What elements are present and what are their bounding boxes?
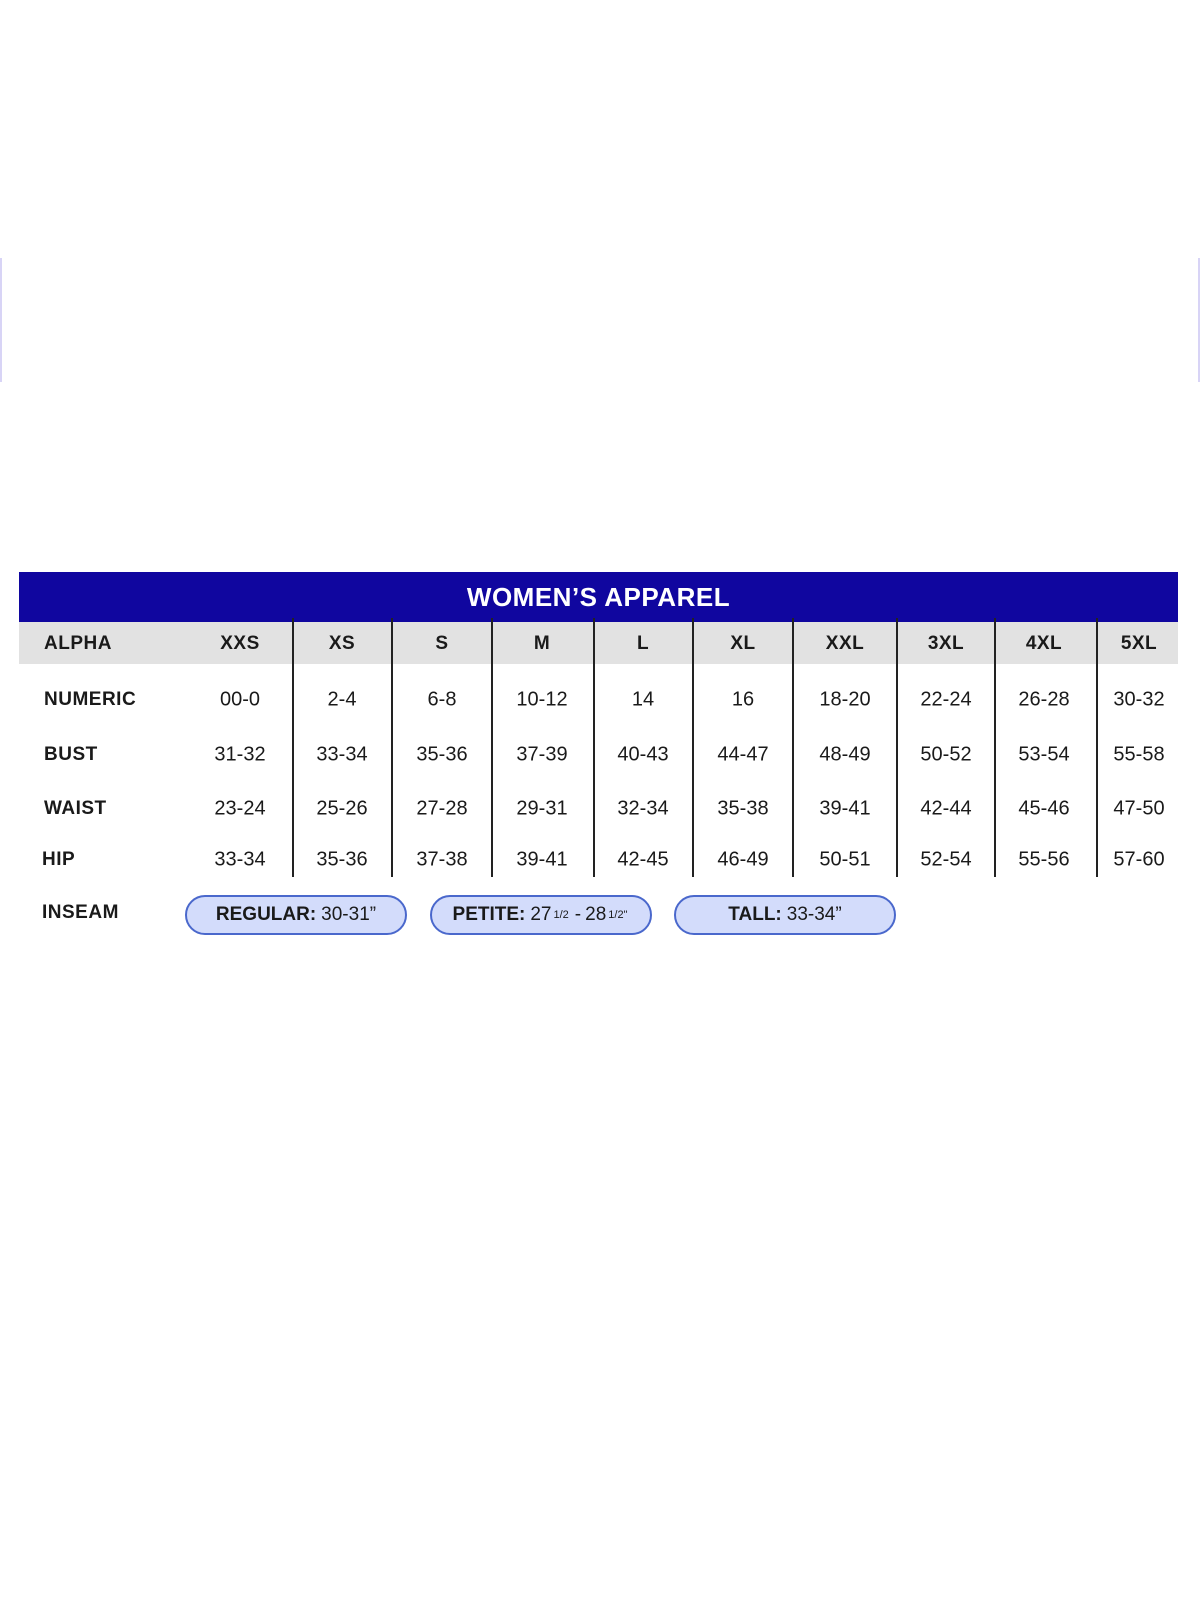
table-cell: 42-45 (617, 848, 669, 871)
regular-value: 30-31” (321, 904, 377, 925)
table-cell: 30-32 (1113, 688, 1165, 711)
tall-value: 33-34” (786, 904, 842, 925)
column-divider (292, 618, 294, 877)
column-divider (391, 618, 393, 877)
table-cell: 00-0 (219, 688, 261, 711)
table-cell: 55-56 (1018, 848, 1070, 871)
chart-title-banner: WOMEN’S APPAREL (19, 572, 1178, 622)
table-cell: 33-34 (316, 743, 368, 766)
regular-name: REGULAR: (215, 904, 317, 925)
table-cell: 42-44 (920, 797, 972, 820)
column-divider (792, 618, 794, 877)
column-divider (491, 618, 493, 877)
column-header: XS (328, 633, 356, 654)
table-cell: 35-38 (717, 797, 769, 820)
inseam-tall-pill: TALL: 33-34” (674, 895, 896, 935)
table-cell: 33-34 (214, 848, 266, 871)
table-cell: 31-32 (214, 743, 266, 766)
table-cell: 52-54 (920, 848, 972, 871)
petite-a-frac: 1/2 (553, 909, 569, 921)
header-row (19, 622, 1178, 664)
table-cell: 46-49 (717, 848, 769, 871)
table-cell: 26-28 (1018, 688, 1070, 711)
table-cell: 37-38 (416, 848, 468, 871)
table-cell: 35-36 (316, 848, 368, 871)
column-divider (593, 618, 595, 877)
table-cell: 22-24 (920, 688, 972, 711)
petite-b: 28 (585, 904, 607, 925)
table-cell: 39-41 (819, 797, 871, 820)
petite-a: 27 (530, 904, 552, 925)
inseam-label: INSEAM (42, 902, 119, 923)
column-divider (1096, 618, 1098, 877)
table-cell: 50-52 (920, 743, 972, 766)
column-header: M (533, 633, 551, 654)
column-header: XXL (825, 633, 865, 654)
table-cell: 18-20 (819, 688, 871, 711)
table-cell: 16 (731, 688, 755, 711)
column-divider (994, 618, 996, 877)
column-header: L (636, 633, 650, 654)
table-cell: 2-4 (327, 688, 357, 711)
table-cell: 10-12 (516, 688, 568, 711)
petite-sep: - (574, 904, 582, 925)
row-label: BUST (44, 744, 98, 765)
table-cell: 55-58 (1113, 743, 1165, 766)
row-label: HIP (42, 849, 76, 870)
tall-name: TALL: (728, 904, 782, 925)
column-header: 4XL (1025, 633, 1063, 654)
column-header: 3XL (927, 633, 965, 654)
table-cell: 57-60 (1113, 848, 1165, 871)
column-header: S (435, 633, 449, 654)
table-cell: 23-24 (214, 797, 266, 820)
table-cell: 44-47 (717, 743, 769, 766)
column-divider (896, 618, 898, 877)
table-cell: 14 (631, 688, 655, 711)
petite-b-frac: 1/2" (608, 909, 628, 921)
row-label: NUMERIC (44, 689, 137, 710)
table-cell: 45-46 (1018, 797, 1070, 820)
column-header: XXS (220, 633, 260, 654)
inseam-regular-pill: REGULAR: 30-31” (185, 895, 407, 935)
table-cell: 29-31 (516, 797, 568, 820)
inseam-petite-pill: PETITE: 27 1/2 - 28 1/2" (430, 895, 652, 935)
page-title: WOMEN’S APPAREL (466, 581, 731, 612)
column-divider (692, 618, 694, 877)
column-header: XL (730, 633, 756, 654)
table-cell: 37-39 (516, 743, 568, 766)
table-cell: 50-51 (819, 848, 871, 871)
edge-line-left (0, 258, 2, 382)
table-cell: 25-26 (316, 797, 368, 820)
table-cell: 32-34 (617, 797, 669, 820)
table-cell: 27-28 (416, 797, 468, 820)
edge-line-right (1198, 258, 1200, 382)
table-cell: 48-49 (819, 743, 871, 766)
header-label: ALPHA (44, 633, 112, 654)
table-cell: 35-36 (416, 743, 468, 766)
table-cell: 39-41 (516, 848, 568, 871)
column-header: 5XL (1120, 633, 1158, 654)
table-cell: 53-54 (1018, 743, 1070, 766)
row-label: WAIST (44, 798, 107, 819)
table-cell: 40-43 (617, 743, 669, 766)
petite-name: PETITE: (452, 904, 526, 925)
table-cell: 6-8 (427, 688, 457, 711)
table-cell: 47-50 (1113, 797, 1165, 820)
